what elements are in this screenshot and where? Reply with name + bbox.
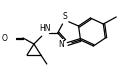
Text: HN: HN: [39, 23, 51, 32]
Text: S: S: [62, 11, 67, 20]
Text: N: N: [58, 40, 64, 49]
Text: O: O: [1, 33, 7, 43]
